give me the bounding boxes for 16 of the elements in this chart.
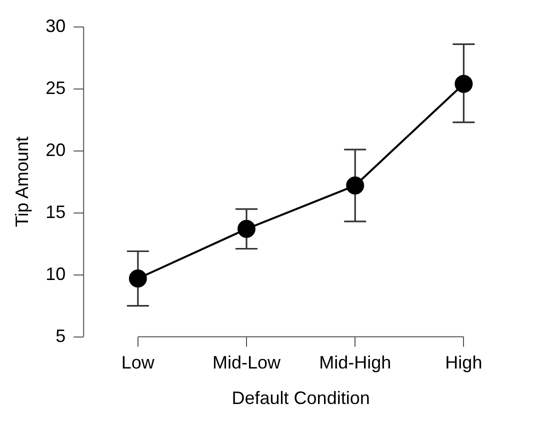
x-axis-title: Default Condition (232, 388, 370, 408)
x-tick-label: Low (121, 352, 156, 373)
y-tick-label: 25 (46, 78, 66, 98)
point (128, 270, 147, 288)
x-tick-label: Mid-Low (212, 352, 282, 373)
point (238, 220, 256, 238)
y-tick-label: 20 (46, 140, 66, 160)
y-tick-label: 15 (46, 202, 66, 222)
x-tick-label: Mid-High (319, 352, 392, 373)
y-axis-title: Tip Amount (12, 136, 32, 227)
y-tick-label: 10 (46, 264, 66, 284)
y-tick-label: 5 (56, 326, 66, 346)
point (346, 176, 364, 195)
point (454, 74, 473, 93)
y-tick-label: 30 (46, 16, 66, 36)
x-tick-label: High (445, 352, 482, 373)
